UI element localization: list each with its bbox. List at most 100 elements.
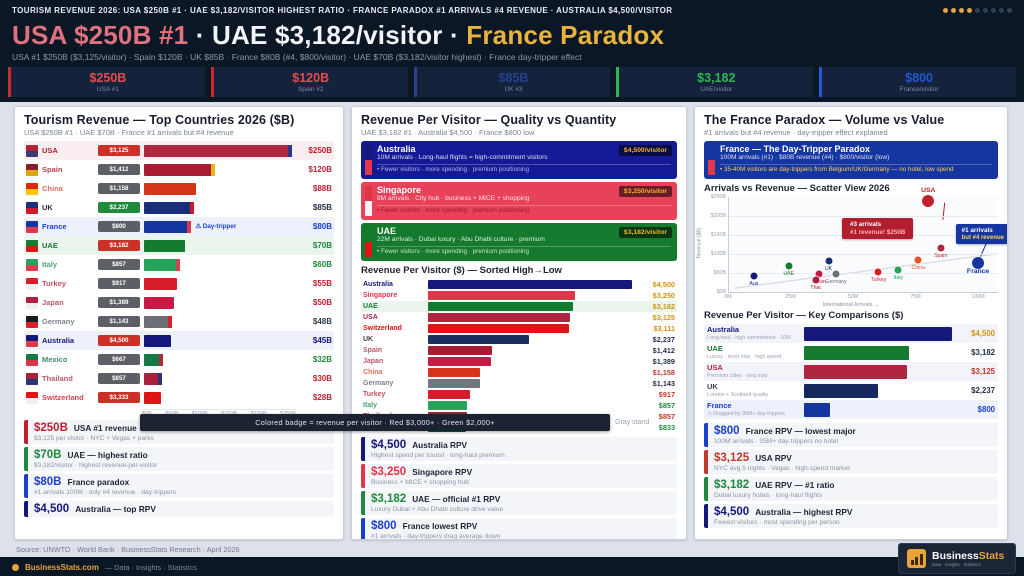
rpv-row-australia: Australia $4,500 — [361, 279, 677, 290]
carousel-dot[interactable] — [951, 7, 956, 13]
annotation-card-uae-official-1-rpv: $3,182 UAE — official #1 RPV Luxury Dubai … — [361, 491, 677, 515]
rpv-bar — [428, 390, 470, 399]
legend-gray-text: Gray standard — [615, 419, 649, 426]
bar-track — [428, 302, 632, 311]
flag-germany-icon — [26, 315, 38, 328]
country-label: Australia — [42, 336, 75, 345]
annotation-value: $4,500 — [714, 506, 750, 518]
annotation-value: $800 — [714, 425, 740, 437]
country-label: China — [363, 369, 383, 376]
scatter-label-turkey: Turkey — [870, 276, 887, 283]
rpv-badge: $3,250/visitor — [618, 186, 672, 197]
country-label: France — [42, 222, 67, 231]
annotation-subtitle: Business + MICE + shopping hub — [371, 479, 469, 486]
rpv-value: $1,143 — [652, 379, 675, 388]
bar-track — [428, 357, 632, 366]
carousel-dot[interactable] — [999, 7, 1004, 13]
revenue-value: $45B — [312, 336, 332, 345]
rpv-value: $4,500 — [652, 280, 675, 289]
revenue-value: $55B — [312, 279, 332, 288]
rpv-row-usa: USA $3,125 — [361, 312, 677, 323]
logo-tagline: Data · Insights · Statistics — [932, 561, 981, 567]
country-label: China — [42, 184, 63, 193]
annotation-value: $80B — [34, 476, 62, 488]
annotation-value: $3,182 — [371, 493, 407, 505]
card-title: France — The Day-Tripper Paradox — [720, 144, 871, 154]
panel-subtitle: USA $250B #1 · UAE $70B · France #1 arri… — [24, 128, 234, 137]
country-row-turkey: Turkey $917 $55B — [24, 274, 334, 293]
annotation-value: $3,182 — [714, 479, 750, 491]
annotation-head: $4,500 Australia — highest RPV — [714, 506, 992, 518]
rpv-row-turkey: Turkey $917 — [361, 389, 677, 400]
revenue-bar — [144, 334, 171, 347]
kpi-label: UAE/visitor — [700, 85, 733, 93]
comparison-label: USA Premium cities · long stay — [707, 362, 799, 380]
carousel-dot[interactable] — [991, 7, 996, 13]
bar-tip — [157, 372, 162, 385]
country-label: Germany — [42, 317, 75, 326]
rpv-bar — [428, 324, 569, 333]
source-line: Source: UNWTO · World Bank · BusinessSta… — [16, 545, 240, 554]
country-label: Switzerland — [363, 325, 402, 332]
title-usa: USA $250B #1 — [12, 20, 189, 50]
country-row-uk: UK $2,237 $85B — [24, 198, 334, 217]
carousel-dot[interactable] — [983, 7, 988, 13]
revenue-value: $85B — [312, 203, 332, 212]
scatter-point-italy — [894, 266, 902, 274]
country-label: Spain — [42, 165, 63, 174]
rpv-value: $833 — [658, 423, 675, 432]
scatter-plot-area: Revenue ($B) #3 arrivals #1 revenue! $25… — [697, 187, 1007, 295]
country-label: Mexico — [42, 355, 68, 364]
carousel-dot[interactable] — [1007, 7, 1012, 13]
country-label: USA — [707, 362, 723, 372]
country-row-italy: Italy $857 $60B — [24, 255, 334, 274]
country-label: UK — [707, 381, 718, 391]
card-bullet: • 35-40M visitors are day-trippers from … — [720, 164, 992, 174]
brand-dot-icon — [12, 563, 19, 571]
annotation-card-usa-rpv: $3,125 USA RPV NYC avg 5 nights · Vegas · … — [704, 450, 998, 474]
comparison-value: $800 — [977, 405, 995, 414]
flag-china-icon — [26, 182, 38, 195]
y-axis-label: Revenue ($B) — [696, 227, 703, 259]
country-label: USA — [363, 314, 378, 321]
bar-track — [428, 379, 632, 388]
brand-link[interactable]: BusinessStats.com — [25, 562, 99, 572]
carousel-dot[interactable] — [943, 7, 948, 13]
bar-tip — [168, 315, 173, 328]
panel-top-countries: Tourism Revenue — Top Countries 2026 ($B… — [14, 106, 344, 540]
bar-track — [144, 334, 292, 347]
legend-text: Colored badge = revenue per visitor · Re… — [140, 414, 610, 431]
kpi-label: UK #3 — [504, 85, 523, 93]
kpi-label: France/visitor — [899, 85, 939, 93]
rpv-badge: $3,182 — [98, 240, 140, 251]
annotation-value: $4,500 — [34, 503, 70, 515]
scatter-chart: Revenue ($B) #3 arrivals #1 revenue! $25… — [697, 187, 1007, 303]
revenue-value: $50B — [312, 298, 332, 307]
annotation-title: Australia — highest RPV — [755, 507, 853, 517]
rpv-badge: $3,125 — [98, 145, 140, 156]
y-axis-tick: $0B — [716, 289, 726, 295]
bar-track — [144, 258, 292, 271]
country-row-germany: Germany $1,143 $48B — [24, 312, 334, 331]
annotation-card-australia-highest-rpv: $4,500 Australia — highest RPV Fewest visi… — [704, 504, 998, 528]
annotation-subtitle: NYC avg 5 nights · Vegas · high-spend ma… — [714, 465, 850, 472]
revenue-bar — [144, 391, 161, 404]
carousel-dot[interactable] — [959, 7, 964, 13]
flag-france-icon — [26, 220, 38, 233]
card-line: 8M arrivals · City hub · business + MICE… — [377, 195, 530, 202]
carousel-dot[interactable] — [967, 7, 972, 13]
x-axis-tick: 50M — [847, 294, 859, 300]
annotation-subtitle: $3,125 per visitor · NYC + Vegas + parks — [34, 435, 154, 442]
flag-spain-icon — [26, 163, 38, 176]
country-row-japan: Japan $1,389 $50B — [24, 293, 334, 312]
comparison-label: Australia Long-haul · high commitment · 1… — [707, 325, 799, 342]
comparison-label: France ⚠ Dragged by 35M+ day-trippers — [707, 401, 799, 418]
panel-title: Revenue Per Visitor — Quality vs Quantit… — [361, 113, 617, 127]
rpv-value: $2,237 — [652, 335, 675, 344]
flag-uae-icon — [365, 227, 372, 257]
rpv-bar — [428, 346, 493, 355]
carousel-dot[interactable] — [975, 7, 980, 13]
title-france: France Paradox — [466, 20, 665, 50]
y-axis-tick: $200B — [710, 213, 726, 219]
comparison-row-france: France ⚠ Dragged by 35M+ day-trippers $800 — [704, 400, 998, 419]
